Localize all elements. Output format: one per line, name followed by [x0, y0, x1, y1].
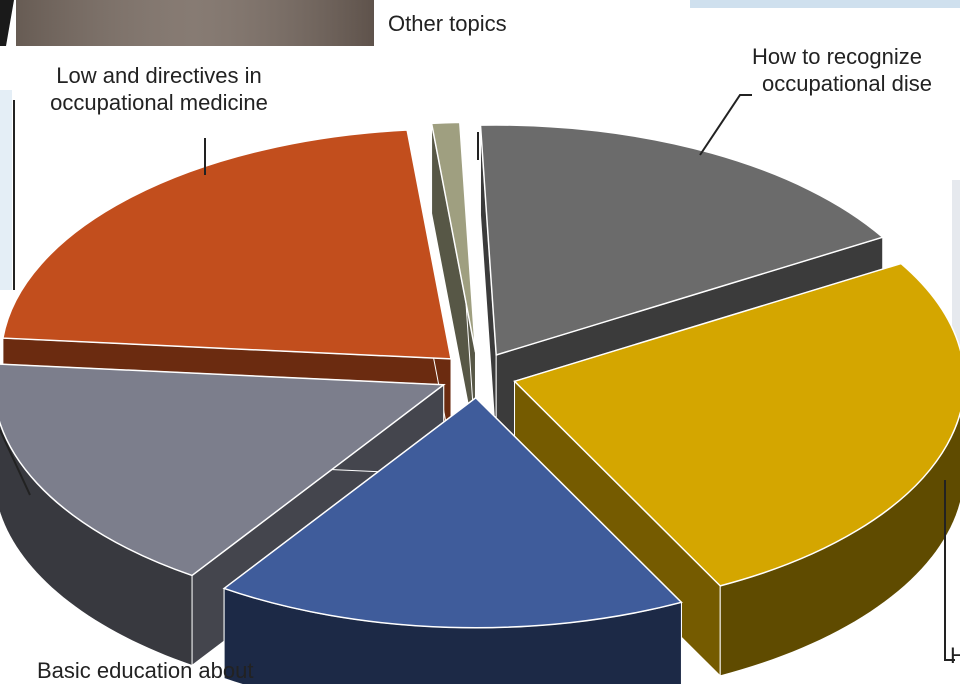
photo-frame-edge [0, 0, 14, 46]
label-how-line1: How to recognize [752, 44, 922, 69]
pie-slice [222, 396, 683, 684]
label-h: H [950, 643, 960, 668]
slice-top-face [513, 262, 960, 587]
label-low-line2: occupational medicine [50, 90, 268, 115]
label-low-and-directives: Low and directives in occupational medic… [20, 62, 298, 116]
slice-top-face [222, 396, 683, 629]
top-right-photo-edge [690, 0, 960, 8]
gavel-photo-shade [16, 0, 374, 46]
slice-top-face [479, 124, 885, 356]
leader-line [944, 480, 955, 661]
slice-top-face [430, 121, 477, 353]
left-photo-edge [0, 90, 12, 290]
right-photo-edge [952, 180, 960, 370]
leader-line [0, 429, 31, 496]
label-how-to-recognize: How to recognize occupational dise [752, 43, 932, 97]
label-basic-education: Basic education about [37, 658, 254, 683]
label-other-topics: Other topics [388, 11, 507, 36]
pie-slice [513, 262, 960, 678]
label-how-line2: occupational dise [762, 71, 933, 96]
leader-line [699, 94, 752, 156]
label-low-line1: Low and directives in [56, 63, 262, 88]
slice-top-face [1, 129, 452, 360]
slice-top-face [0, 363, 446, 577]
background-photo-fragments [0, 0, 960, 370]
